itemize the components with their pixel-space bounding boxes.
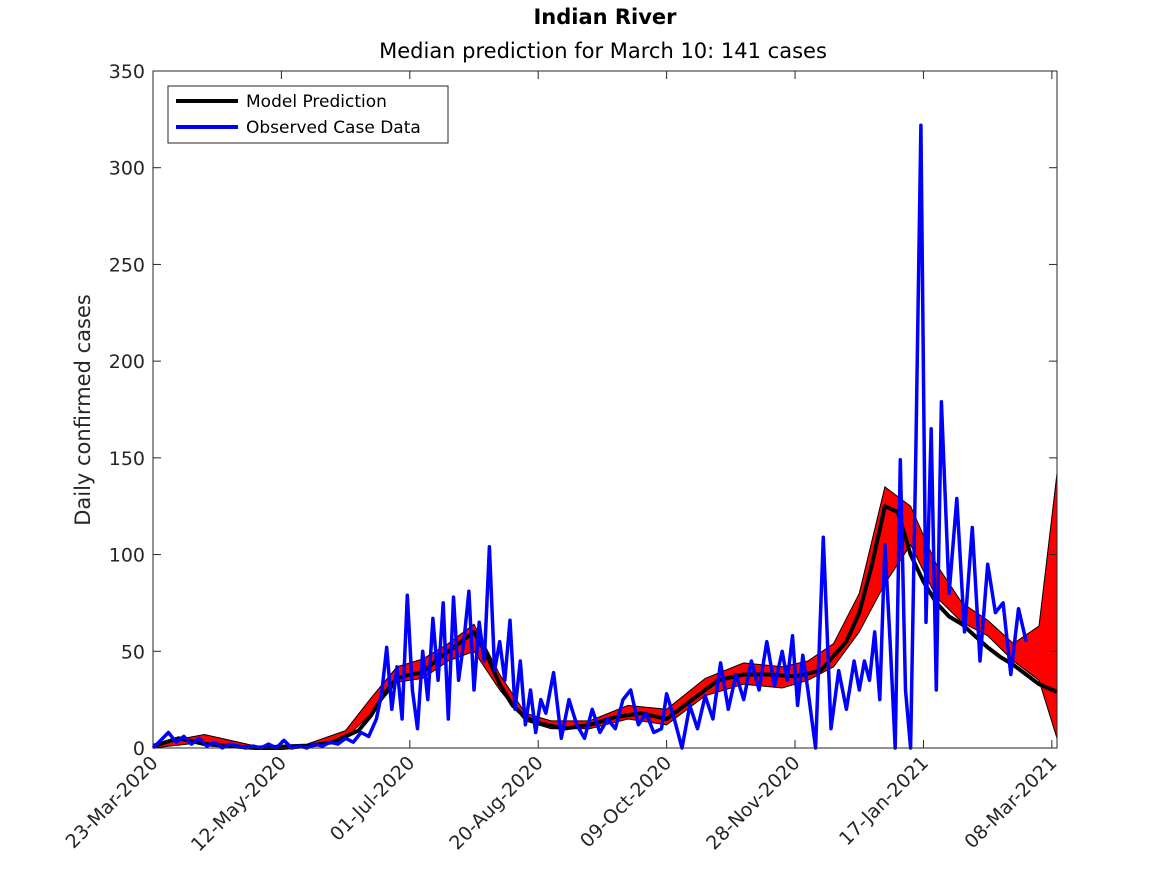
x-tick-label: 09-Oct-2020 — [576, 752, 676, 852]
legend-label-observed: Observed Case Data — [246, 118, 421, 138]
legend-label-model: Model Prediction — [246, 92, 387, 112]
model-prediction-line — [152, 504, 1058, 750]
y-axis-label: Daily confirmed cases — [71, 294, 95, 526]
plot-frame — [152, 70, 1058, 749]
y-tick-label: 100 — [109, 545, 145, 567]
y-tick-label: 50 — [121, 641, 145, 663]
model-line-layer — [152, 504, 1058, 750]
x-tick-label: 28-Nov-2020 — [702, 752, 804, 854]
x-tick-label: 12-May-2020 — [187, 752, 291, 856]
prediction-band-layer — [152, 473, 1058, 749]
x-tick-label: 17-Jan-2021 — [835, 752, 933, 850]
chart-subtitle: Median prediction for March 10: 141 case… — [379, 39, 827, 63]
x-tick-label: 20-Aug-2020 — [445, 752, 547, 854]
y-axis: 0 50 100 150 200 250 300 350 — [109, 61, 1057, 760]
y-tick-label: 150 — [109, 448, 145, 470]
y-tick-label: 0 — [133, 738, 145, 760]
observed-line-layer — [151, 123, 1028, 750]
legend: Model Prediction Observed Case Data — [167, 85, 449, 144]
chart-title: Indian River — [533, 5, 677, 29]
y-tick-label: 200 — [109, 351, 145, 373]
x-tick-label: 01-Jul-2020 — [326, 752, 420, 846]
observed-case-line — [151, 123, 1028, 750]
legend-box — [167, 85, 449, 144]
y-tick-label: 350 — [109, 61, 145, 83]
y-tick-label: 250 — [109, 254, 145, 276]
y-tick-label: 300 — [109, 158, 145, 180]
x-tick-label: 23-Mar-2020 — [62, 752, 163, 853]
prediction-band — [152, 473, 1058, 749]
x-tick-label: 08-Mar-2021 — [960, 752, 1061, 853]
